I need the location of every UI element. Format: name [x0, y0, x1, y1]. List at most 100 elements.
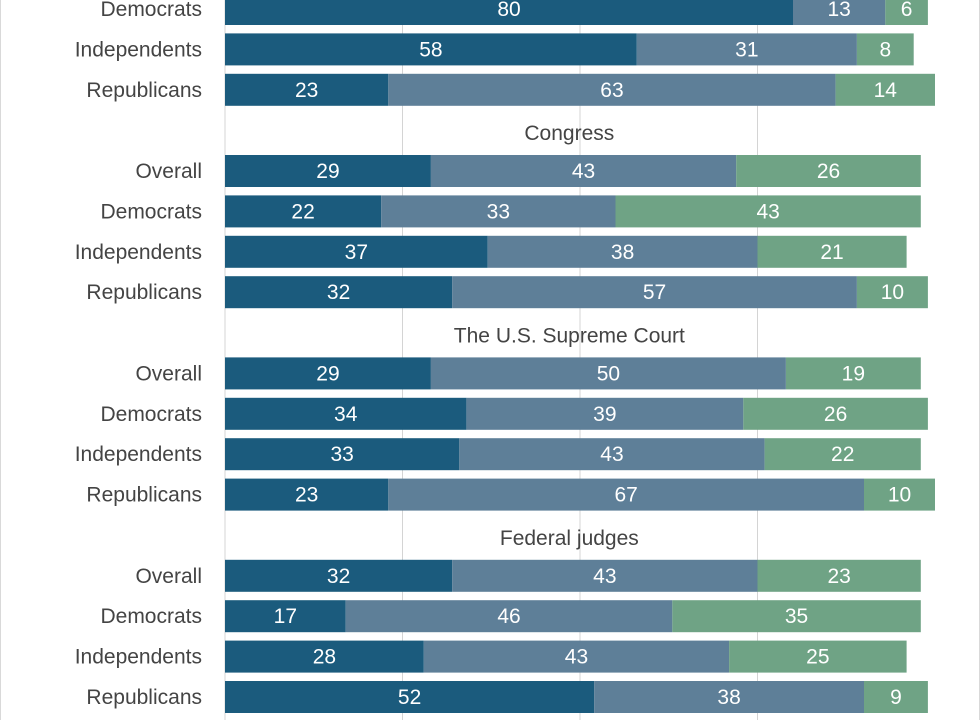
bar-row: Democrats 17 46 35: [100, 600, 921, 633]
value-label: 26: [817, 160, 840, 183]
bar-group: Congress Overall 29 43 26 Democrats 22 33 43 Inde…: [75, 122, 928, 309]
bar-segment: [757, 559, 921, 592]
value-label: 28: [313, 646, 336, 669]
bar-segment: [388, 478, 864, 511]
bar-segment: [225, 640, 424, 673]
bar-segment: [225, 155, 431, 187]
bar-segment: [225, 357, 431, 390]
value-label: 67: [614, 484, 637, 507]
value-label: 13: [827, 0, 850, 21]
bar-segment: [615, 195, 921, 228]
bar-row: Independents 33 43 22: [75, 438, 921, 471]
bar-segment: [225, 195, 382, 228]
bar-row: Overall 29 50 19: [135, 357, 921, 390]
value-label: 32: [327, 565, 350, 588]
bar-segment: [856, 33, 914, 66]
bar-row: Republicans 23 67 10: [86, 478, 935, 511]
category-label: Independents: [75, 443, 202, 466]
bar-segment: [793, 0, 886, 25]
value-label: 58: [419, 38, 442, 61]
value-label: 33: [330, 443, 353, 466]
bar-group: The U.S. Supreme Court Overall 29 50 19 Democ…: [75, 325, 935, 511]
value-label: 19: [842, 362, 865, 385]
value-label: 43: [572, 160, 595, 183]
value-label: 43: [600, 443, 623, 466]
category-label: Independents: [75, 646, 202, 669]
bar-segment: [345, 600, 673, 633]
group-title: The U.S. Supreme Court: [454, 325, 685, 348]
bar-segment: [225, 235, 488, 268]
bar-segment: [430, 155, 737, 187]
bar-segment: [388, 73, 836, 106]
value-label: 6: [901, 0, 913, 21]
category-label: Republicans: [86, 686, 202, 709]
value-label: 80: [497, 0, 520, 21]
bar-row: Republicans 32 57 10: [86, 276, 928, 309]
value-label: 22: [291, 200, 314, 223]
value-label: 23: [295, 484, 318, 507]
category-label: Independents: [75, 241, 202, 264]
value-label: 32: [327, 281, 350, 304]
category-label: Independents: [75, 38, 202, 61]
bar-segment: [729, 640, 907, 673]
value-label: 37: [345, 241, 368, 264]
value-label: 23: [827, 565, 850, 588]
value-label: 14: [874, 79, 898, 102]
value-label: 22: [831, 443, 854, 466]
bar-segment: [743, 397, 928, 430]
category-label: Overall: [135, 565, 202, 588]
bar-segment: [225, 0, 793, 25]
value-label: 50: [597, 362, 620, 385]
bar-segment: [225, 478, 389, 511]
bar-segment: [672, 600, 921, 633]
category-label: Republicans: [86, 79, 202, 102]
value-label: 10: [881, 281, 904, 304]
value-label: 38: [611, 241, 634, 264]
bar-row: Democrats 80 13 6: [100, 0, 928, 25]
value-label: 10: [888, 484, 911, 507]
bar-row: Independents 37 38 21: [75, 235, 907, 268]
bar-segment: [466, 397, 744, 430]
bar-group: Federal judges Overall 32 43 23 Democrats 17 46…: [75, 527, 928, 713]
bar-segment: [864, 478, 935, 511]
bar-segment: [381, 195, 616, 228]
bar-segment: [785, 357, 921, 390]
value-label: 35: [785, 605, 808, 628]
bar-segment: [225, 681, 595, 713]
bar-segment: [452, 559, 758, 592]
bar-row: Republicans 23 63 14: [86, 73, 935, 106]
bar-segment: [885, 0, 928, 25]
value-label: 17: [274, 605, 297, 628]
bar-segment: [764, 438, 921, 471]
bar-segment: [864, 681, 928, 713]
bar-segment: [459, 438, 765, 471]
value-label: 63: [600, 79, 623, 102]
bar-row: Independents 58 31 8: [75, 33, 914, 66]
bar-segment: [487, 235, 758, 268]
bar-segment: [225, 559, 453, 592]
value-label: 43: [593, 565, 616, 588]
bar-segment: [736, 155, 921, 187]
category-label: Overall: [135, 160, 202, 183]
bar-segment: [757, 235, 907, 268]
category-label: Democrats: [100, 0, 202, 21]
bar-segment: [594, 681, 864, 713]
group-title: Federal judges: [500, 527, 639, 550]
bar-segment: [856, 276, 928, 309]
value-label: 33: [487, 200, 510, 223]
bar-row: Overall 29 43 26: [135, 155, 921, 187]
value-label: 52: [398, 686, 421, 709]
bar-segment: [225, 73, 389, 106]
bar-group: Democrats 80 13 6 Independents 58 31 8 Republica…: [75, 0, 935, 106]
value-label: 38: [717, 686, 740, 709]
value-label: 29: [316, 160, 339, 183]
bar-row: Democrats 34 39 26: [100, 397, 928, 430]
value-label: 23: [295, 79, 318, 102]
bar-segment: [452, 276, 857, 309]
group-title: Congress: [524, 122, 614, 145]
bar-row: Overall 32 43 23: [135, 559, 921, 592]
bar-row: Democrats 22 33 43: [100, 195, 921, 228]
value-label: 21: [820, 241, 843, 264]
